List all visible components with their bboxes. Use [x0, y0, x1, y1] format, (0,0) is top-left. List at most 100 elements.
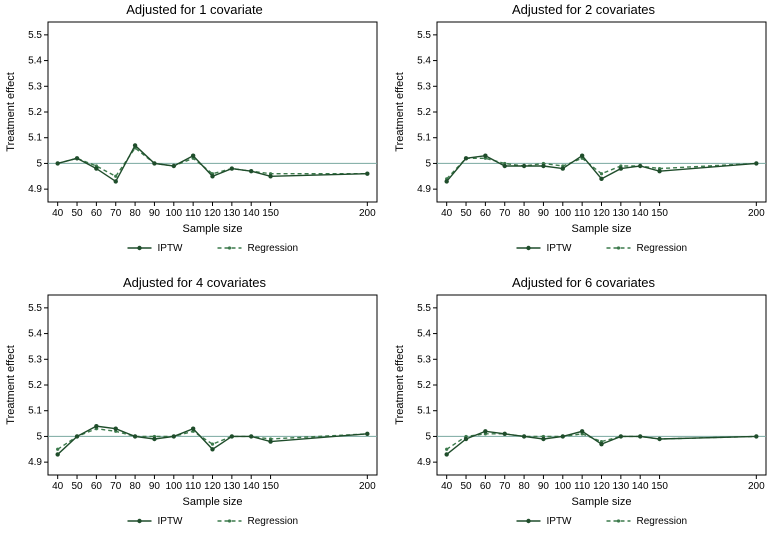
iptw-marker: [210, 174, 214, 178]
ytick-label: 4.9: [28, 457, 42, 468]
iptw-marker: [561, 166, 565, 170]
legend-iptw-marker: [137, 518, 141, 522]
iptw-marker: [619, 434, 623, 438]
legend-regression-label: Regression: [637, 516, 688, 527]
legend-regression-label: Regression: [637, 243, 688, 254]
iptw-marker: [444, 452, 448, 456]
regression-line: [58, 428, 368, 449]
iptw-marker: [638, 164, 642, 168]
legend-regression-label: Regression: [248, 243, 299, 254]
iptw-marker: [94, 166, 98, 170]
xtick-label: 70: [499, 208, 511, 219]
iptw-marker: [230, 166, 234, 170]
xtick-label: 70: [110, 481, 122, 492]
xtick-label: 90: [538, 208, 550, 219]
iptw-marker: [561, 434, 565, 438]
panel-title: Adjusted for 6 covariates: [512, 275, 656, 290]
xtick-label: 100: [165, 208, 182, 219]
xtick-label: 60: [480, 208, 492, 219]
xtick-label: 40: [441, 208, 453, 219]
panel-3: Adjusted for 6 covariates4.955.15.25.35.…: [389, 273, 778, 545]
xtick-label: 90: [149, 208, 161, 219]
xtick-label: 120: [593, 481, 610, 492]
regression-marker: [600, 172, 603, 175]
iptw-marker: [483, 154, 487, 158]
xtick-label: 60: [91, 481, 103, 492]
xtick-label: 90: [149, 481, 161, 492]
xtick-label: 80: [130, 481, 142, 492]
ytick-label: 5.1: [28, 133, 42, 144]
ytick-label: 4.9: [28, 184, 42, 195]
ytick-label: 5: [425, 431, 431, 442]
legend-iptw-marker: [526, 518, 530, 522]
iptw-marker: [249, 169, 253, 173]
ylabel: Treatment effect: [5, 345, 17, 424]
iptw-marker: [365, 172, 369, 176]
iptw-marker: [599, 441, 603, 445]
iptw-marker: [444, 179, 448, 183]
xlabel: Sample size: [572, 223, 632, 235]
ytick-label: 5.1: [417, 405, 431, 416]
ylabel: Treatment effect: [394, 345, 406, 424]
iptw-marker: [55, 161, 59, 165]
ytick-label: 5.5: [28, 30, 42, 41]
ylabel: Treatment effect: [394, 72, 406, 151]
legend-regression-marker: [617, 519, 620, 522]
iptw-marker: [503, 431, 507, 435]
iptw-marker: [114, 179, 118, 183]
legend-iptw-marker: [137, 246, 141, 250]
iptw-marker: [483, 429, 487, 433]
panel-1-svg: Adjusted for 2 covariates4.955.15.25.35.…: [389, 0, 778, 272]
panel-3-svg: Adjusted for 6 covariates4.955.15.25.35.…: [389, 273, 778, 545]
panel-1: Adjusted for 2 covariates4.955.15.25.35.…: [389, 0, 778, 273]
xtick-label: 60: [480, 481, 492, 492]
iptw-marker: [754, 161, 758, 165]
ytick-label: 4.9: [417, 457, 431, 468]
legend-iptw-label: IPTW: [547, 243, 573, 254]
ytick-label: 5: [425, 158, 431, 169]
iptw-marker: [268, 439, 272, 443]
xtick-label: 200: [359, 208, 376, 219]
iptw-marker: [114, 426, 118, 430]
iptw-marker: [464, 156, 468, 160]
regression-marker: [211, 442, 214, 445]
xtick-label: 110: [185, 481, 201, 492]
xtick-label: 120: [593, 208, 610, 219]
iptw-marker: [657, 436, 661, 440]
ylabel: Treatment effect: [5, 72, 17, 151]
regression-line: [447, 158, 757, 179]
iptw-marker: [172, 434, 176, 438]
regression-marker: [114, 175, 117, 178]
xtick-label: 50: [71, 481, 83, 492]
xtick-label: 150: [651, 208, 668, 219]
ytick-label: 5.2: [417, 107, 431, 118]
ytick-label: 5.1: [417, 133, 431, 144]
iptw-marker: [55, 452, 59, 456]
xtick-label: 140: [243, 208, 260, 219]
xtick-label: 130: [224, 208, 241, 219]
iptw-marker: [191, 154, 195, 158]
xtick-label: 80: [519, 481, 531, 492]
xlabel: Sample size: [183, 496, 243, 508]
legend-regression-label: Regression: [248, 516, 299, 527]
xtick-label: 150: [262, 208, 279, 219]
xtick-label: 70: [110, 208, 122, 219]
xtick-label: 200: [748, 481, 765, 492]
ytick-label: 5.5: [417, 302, 431, 313]
regression-marker: [445, 447, 448, 450]
ytick-label: 5: [36, 431, 42, 442]
ytick-label: 5.2: [28, 107, 42, 118]
xtick-label: 140: [632, 208, 649, 219]
legend-regression-marker: [228, 246, 231, 249]
ytick-label: 5.3: [417, 81, 431, 92]
xtick-label: 200: [748, 208, 765, 219]
xtick-label: 120: [204, 208, 221, 219]
xtick-label: 40: [52, 208, 64, 219]
ytick-label: 5: [36, 158, 42, 169]
ytick-label: 4.9: [417, 184, 431, 195]
xtick-label: 50: [460, 481, 472, 492]
iptw-marker: [75, 434, 79, 438]
panel-2: Adjusted for 4 covariates4.955.15.25.35.…: [0, 273, 389, 545]
legend-regression-marker: [617, 246, 620, 249]
xtick-label: 50: [460, 208, 472, 219]
